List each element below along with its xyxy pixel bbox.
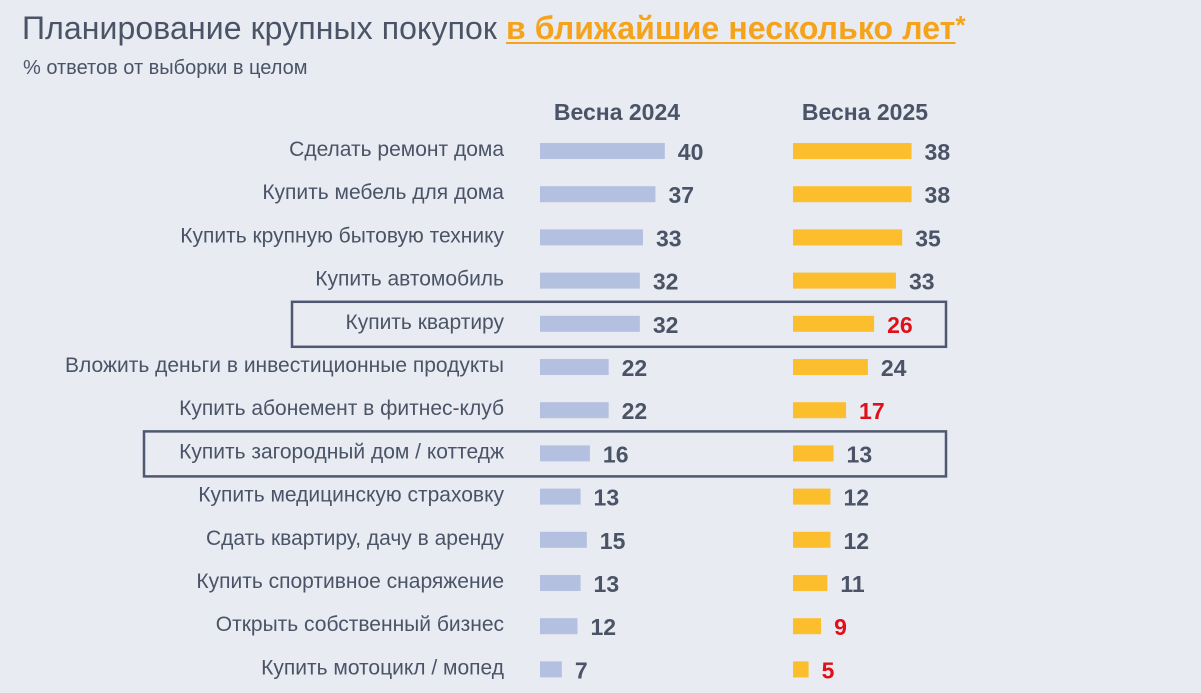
chart-title-footnote-mark: * [955,10,966,40]
chart-title-highlight: в ближайшие несколько лет [506,10,956,46]
value-label-2024: 15 [600,528,626,554]
value-label-2024: 32 [653,312,679,338]
bar-2025 [793,315,875,332]
value-label-2025: 33 [909,269,935,295]
value-label-2024: 13 [594,485,620,511]
category-label: Купить абонемент в фитнес-клуб [179,397,504,420]
bar-2025 [793,575,828,591]
category-label: Купить мебель для дома [262,181,504,204]
category-label: Купить спортивное снаряжение [196,570,504,593]
category-label: Купить квартиру [345,311,504,334]
bar-2024 [540,143,665,159]
bar-2024 [540,488,581,505]
bar-2024 [540,229,643,246]
bar-2024 [540,272,640,289]
bar-2024 [540,315,640,332]
value-label-2024: 13 [594,571,620,597]
category-label: Открыть собственный бизнес [216,613,504,636]
bar-2024 [540,402,609,419]
bar-2024 [540,445,590,462]
bar-2024 [540,531,587,548]
bar-2025 [793,402,847,419]
category-label: Купить мотоцикл / мопед [261,656,504,679]
value-label-2024: 7 [575,657,588,683]
bar-2025 [793,531,831,548]
bar-2025 [793,272,896,289]
value-label-2025: 12 [843,528,869,554]
value-label-2025: 38 [925,139,951,165]
category-label: Купить загородный дом / коттедж [179,440,504,463]
value-label-2024: 12 [590,614,616,640]
chart-title-main: Планирование крупных покупок [22,10,507,46]
value-label-2024: 22 [622,355,648,381]
value-label-2025: 11 [840,571,865,597]
bar-2025 [793,186,912,203]
series-header-0: Весна 2024 [554,99,680,125]
value-label-2025: 35 [915,225,941,251]
bar-2024 [540,618,578,635]
highlight-box [142,430,948,478]
bar-2025 [793,618,822,635]
bar-2025 [793,143,912,159]
category-label: Купить медицинскую страховку [198,484,504,507]
value-label-2024: 40 [678,139,704,165]
series-header-1: Весна 2025 [802,99,928,125]
category-label: Сдать квартиру, дачу в аренду [206,527,505,550]
chart-title: Планирование крупных покупок в ближайшие… [22,10,966,47]
category-label: Вложить деньги в инвестиционные продукты [65,354,504,377]
bar-2024 [540,575,581,591]
category-label: Купить автомобиль [315,268,504,291]
value-label-2025: 5 [822,657,835,683]
chart-subtitle: % ответов от выборки в целом [23,57,308,79]
value-label-2025: 38 [925,182,951,208]
bar-2025 [793,229,903,246]
category-label: Купить крупную бытовую технику [180,224,504,247]
value-label-2024: 22 [622,398,648,424]
bar-2024 [540,359,609,375]
value-label-2025: 13 [847,441,873,467]
value-label-2024: 16 [603,441,629,467]
bar-2025 [793,359,868,375]
value-label-2024: 37 [668,182,694,208]
category-label: Сделать ремонт дома [289,138,504,161]
bar-2025 [793,661,809,678]
value-label-2025: 9 [834,614,847,640]
value-label-2024: 33 [656,225,682,251]
value-label-2025: 24 [881,355,907,381]
value-label-2025: 17 [859,398,885,424]
bar-2024 [540,186,656,203]
value-label-2024: 32 [653,269,679,295]
value-label-2025: 12 [843,485,869,511]
bar-2025 [793,445,834,462]
bar-2024 [540,661,562,678]
highlight-box [290,300,948,349]
value-label-2025: 26 [887,312,913,338]
bar-2025 [793,488,831,505]
